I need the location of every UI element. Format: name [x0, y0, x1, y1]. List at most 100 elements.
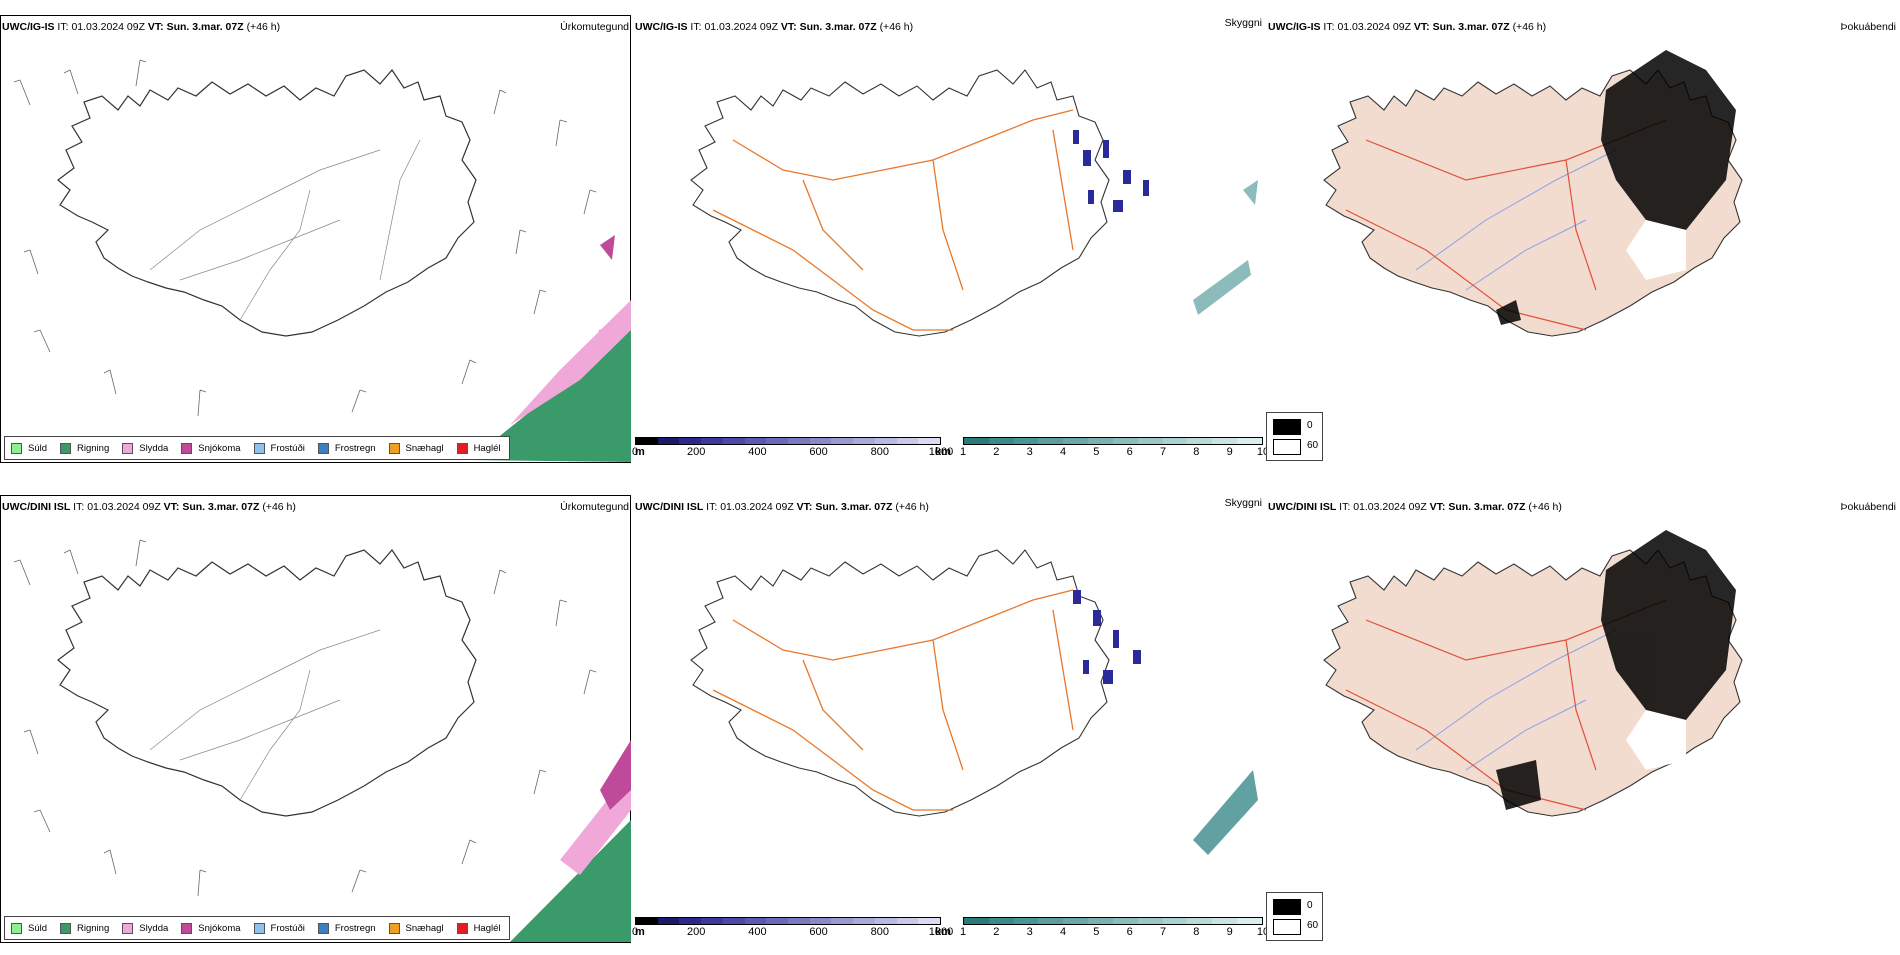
- it-label: IT:: [73, 501, 85, 513]
- legend-item: Súld: [11, 442, 48, 454]
- panel-header: UWC/IG-IS IT: 01.03.2024 09Z VT: Sun. 3.…: [2, 21, 280, 33]
- init-time: 01.03.2024 09Z: [720, 501, 794, 513]
- legend-swatch: [388, 442, 400, 454]
- legend-item: Haglél: [456, 442, 501, 454]
- bar-tick-label: 0: [631, 926, 639, 938]
- bar-tick-label: 8: [1193, 926, 1200, 938]
- visibility-map: [690, 549, 1258, 855]
- legend-swatch: [253, 922, 265, 934]
- bar-cell: [1187, 438, 1213, 444]
- bar-cell: [679, 438, 702, 444]
- legend-swatch: [11, 442, 22, 454]
- low-visibility-cells: [1073, 590, 1141, 684]
- bar-tick-label: 8: [1193, 446, 1200, 458]
- bar-cell: [896, 918, 919, 924]
- legend-item: Rigning: [60, 442, 109, 454]
- it-label: IT:: [690, 21, 702, 33]
- valid-time: Sun. 3.mar. 07Z: [166, 21, 244, 33]
- bar-cell: [809, 918, 832, 924]
- bar-tick-label: 7: [1159, 926, 1167, 938]
- fog-panel: UWC/IG-IS IT: 01.03.2024 09Z VT: Sun. 3.…: [1266, 0, 1900, 475]
- bar-unit: km: [935, 926, 951, 938]
- vt-label: VT:: [163, 501, 180, 513]
- sleet-area: [510, 300, 631, 425]
- vt-label: VT:: [1429, 501, 1446, 513]
- bar-cell: [766, 918, 789, 924]
- bar-cell: [1013, 918, 1039, 924]
- bar-cell: [766, 438, 789, 444]
- bar-cell: [1112, 918, 1138, 924]
- rivers: [149, 139, 421, 321]
- bar-tick-label: 2: [993, 926, 1000, 938]
- init-time: 01.03.2024 09Z: [1353, 501, 1427, 513]
- bar-unit: m: [635, 926, 645, 938]
- bar-cell: [679, 918, 702, 924]
- panel-header: UWC/DINI ISL IT: 01.03.2024 09Z VT: Sun.…: [635, 501, 929, 513]
- vt-label: VT:: [147, 21, 164, 33]
- roads: [712, 589, 1074, 811]
- valid-time: Sun. 3.mar. 07Z: [1432, 21, 1510, 33]
- bar-cells: [963, 437, 1263, 445]
- model-name: UWC/IG-IS: [1268, 21, 1321, 33]
- rivers: [1415, 629, 1617, 771]
- bar-cell: [788, 438, 810, 444]
- visibility-panel: UWC/DINI ISL IT: 01.03.2024 09Z VT: Sun.…: [632, 480, 1269, 955]
- bar-cell: [988, 438, 1014, 444]
- legend-label: Frostregn: [334, 442, 376, 454]
- bar-cell: [1038, 438, 1064, 444]
- bar-tick-label: 800: [870, 446, 889, 458]
- init-time: 01.03.2024 09Z: [87, 501, 161, 513]
- forecast-row-ig-is: UWC/IG-IS IT: 01.03.2024 09Z VT: Sun. 3.…: [0, 0, 1900, 475]
- model-name: UWC/DINI ISL: [2, 501, 71, 513]
- bar-ticks: 0 200 400 600 800 1000: [631, 926, 953, 940]
- bar-tick-label: 6: [1126, 926, 1133, 938]
- bar-cell: [1063, 438, 1089, 444]
- bar-cell: [722, 918, 745, 924]
- it-label: IT:: [706, 501, 718, 513]
- coastline: [690, 69, 1110, 337]
- fog-areas: [1496, 530, 1736, 810]
- legend-item: Frostúði: [253, 922, 305, 934]
- legend-swatch: [181, 922, 193, 934]
- legend-label: Súld: [28, 922, 48, 934]
- bar-tick-label: 200: [687, 446, 706, 458]
- rain-area: [510, 820, 631, 942]
- init-time: 01.03.2024 09Z: [71, 21, 145, 33]
- fog-legend-label-0: 0: [1307, 900, 1313, 911]
- legend-label: Slydda: [139, 442, 169, 454]
- it-label: IT:: [1339, 501, 1351, 513]
- coastline: [57, 549, 477, 817]
- precip-type-panel: UWC/IG-IS IT: 01.03.2024 09Z VT: Sun. 3.…: [0, 0, 633, 475]
- bar-ticks: 0 200 400 600 800 1000: [632, 446, 953, 460]
- fog-legend-label-0: 0: [1307, 420, 1313, 431]
- legend-label: Snæhagl: [405, 442, 444, 454]
- legend-label: Súld: [28, 442, 48, 454]
- legend-item: Frostúði: [253, 442, 305, 454]
- wind-barbs: [13, 59, 607, 417]
- visibility-map: [690, 69, 1258, 337]
- model-name: UWC/IG-IS: [635, 21, 688, 33]
- fog-legend-label-1: 60: [1307, 920, 1319, 931]
- bar-ticks: 1 2 3 4 5 6 7 8 9 10: [960, 926, 1269, 940]
- bar-cell: [1038, 918, 1064, 924]
- legend-label: Haglél: [473, 442, 501, 454]
- bar-cell: [831, 918, 854, 924]
- init-time: 01.03.2024 09Z: [1337, 21, 1411, 33]
- legend-swatch: [60, 442, 72, 454]
- forecast-row-dini-isl: UWC/DINI ISL IT: 01.03.2024 09Z VT: Sun.…: [0, 480, 1900, 955]
- bar-tick-label: 1: [959, 446, 967, 458]
- bar-cell: [1137, 918, 1163, 924]
- legend-item: Snæhagl: [388, 442, 444, 454]
- legend-swatch: [456, 442, 468, 454]
- legend-item: Rigning: [60, 922, 109, 934]
- panel-header: UWC/DINI ISL IT: 01.03.2024 09Z VT: Sun.…: [2, 501, 296, 513]
- visibility-bar-m: m 0 200 400 600 800 1000: [632, 917, 953, 938]
- panel-title: Úrkomutegund: [560, 501, 629, 513]
- fog-legend: 0 60: [1266, 412, 1323, 461]
- bar-tick-label: 4: [1059, 926, 1067, 938]
- bar-cell: [853, 918, 875, 924]
- legend-item: Snjókoma: [181, 442, 241, 454]
- model-name: UWC/DINI ISL: [635, 501, 704, 513]
- bar-cell: [918, 918, 941, 924]
- vt-label: VT:: [1413, 21, 1430, 33]
